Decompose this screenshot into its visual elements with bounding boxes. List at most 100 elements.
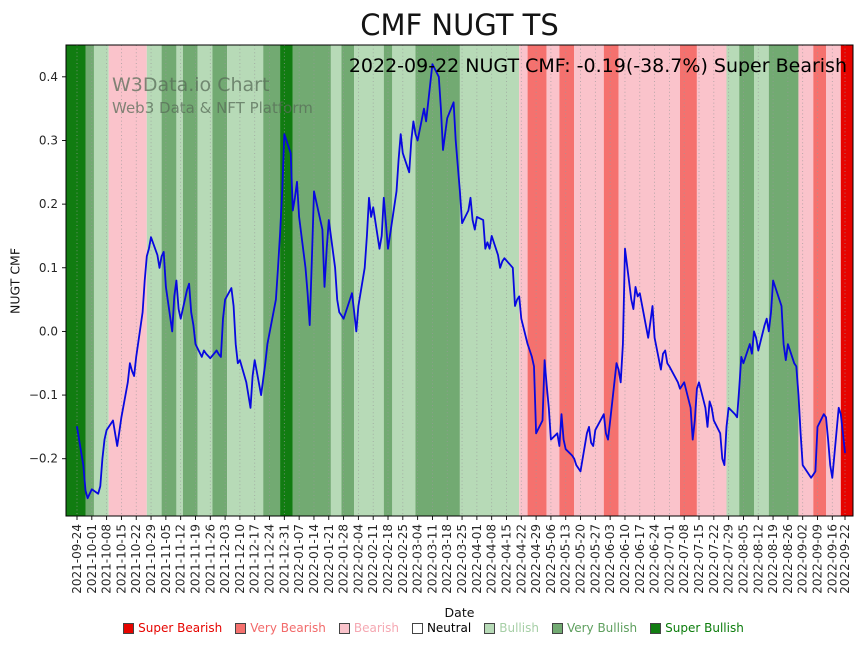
x-tick-label: 2021-11-05 [159, 524, 173, 594]
x-tick-label: 2022-09-09 [810, 524, 824, 594]
watermark-line1: W3Data.io Chart [112, 74, 270, 96]
cmf-line [76, 63, 846, 500]
x-tick-label: 2022-02-25 [396, 524, 410, 594]
x-tick-label: 2021-12-31 [277, 524, 291, 594]
x-tick-label: 2022-06-24 [648, 524, 662, 594]
sentiment-band-bullish [392, 45, 416, 516]
y-axis-label: NUGT CMF [7, 247, 23, 315]
x-tick-label: 2022-04-29 [529, 524, 543, 594]
sentiment-band-bullish [459, 45, 520, 516]
x-tick-label: 2021-11-19 [188, 524, 202, 594]
legend-item-bearish: Bearish [338, 621, 399, 635]
x-tick-label: 2022-05-20 [574, 524, 588, 594]
x-tick-label: 2022-01-07 [292, 524, 306, 594]
y-tick-label: 0.2 [39, 197, 58, 211]
x-tick-label: 2021-09-24 [70, 524, 84, 594]
x-tick-label: 2021-10-08 [100, 524, 114, 594]
sentiment-band-very_bearish [527, 45, 547, 516]
x-tick-label: 2021-10-29 [144, 524, 158, 594]
legend-label-bearish: Bearish [353, 621, 399, 635]
x-tick-label: 2021-10-22 [129, 524, 143, 594]
sentiment-legend: Super Bearish Very Bearish Bearish Neutral B… [0, 621, 867, 635]
x-tick-label: 2022-09-22 [838, 524, 852, 594]
x-tick-label: 2022-06-17 [633, 524, 647, 594]
legend-label-bullish: Bullish [499, 621, 539, 635]
x-tick-label: 2022-08-12 [751, 524, 765, 594]
x-tick-label: 2022-08-26 [781, 524, 795, 594]
legend-label-super_bullish: Super Bullish [665, 621, 744, 635]
x-tick-label: 2022-08-05 [736, 524, 750, 594]
x-tick-label: 2021-11-12 [174, 524, 188, 594]
legend-label-very_bullish: Very Bullish [566, 621, 638, 635]
sentiment-band-very_bullish [415, 45, 460, 516]
x-tick-label: 2021-10-15 [114, 524, 128, 594]
legend-label-super_bearish: Super Bearish [138, 621, 223, 635]
x-tick-label: 2022-03-11 [425, 524, 439, 594]
x-tick-label: 2022-08-19 [766, 524, 780, 594]
sentiment-band-very_bullish [341, 45, 355, 516]
sentiment-band-bullish [754, 45, 769, 516]
x-tick-label: 2021-12-03 [218, 524, 232, 594]
sentiment-band-bullish [146, 45, 162, 516]
sentiment-band-bullish [726, 45, 740, 516]
sentiment-band-bullish [176, 45, 183, 516]
legend-label-very_bearish: Very Bearish [250, 621, 326, 635]
x-axis-label: Date [444, 605, 475, 620]
sentiment-band-very_bearish [559, 45, 575, 516]
sentiment-band-bearish [546, 45, 560, 516]
sentiment-band-bearish [826, 45, 841, 516]
legend-swatch-bullish [484, 622, 496, 634]
x-tick-label: 2022-03-04 [411, 524, 425, 594]
x-tick-label: 2022-06-10 [618, 524, 632, 594]
legend-swatch-bearish [338, 622, 350, 634]
sentiment-band-bearish [798, 45, 814, 516]
chart-title: CMF NUGT TS [360, 8, 559, 42]
x-tick-label: 2022-03-25 [455, 524, 469, 594]
x-tick-label: 2021-12-10 [233, 524, 247, 594]
sentiment-band-very_bullish [739, 45, 754, 516]
sentiment-band-bearish [618, 45, 680, 516]
x-tick-label: 2022-05-06 [544, 524, 558, 594]
sentiment-band-very_bullish [161, 45, 177, 516]
legend-item-very_bearish: Very Bearish [235, 621, 326, 635]
sentiment-band-very_bullish [383, 45, 393, 516]
x-tick-label: 2022-07-29 [722, 524, 736, 594]
sentiment-band-super_bullish [66, 45, 86, 516]
sentiment-band-bullish [354, 45, 384, 516]
sentiment-band-very_bullish [263, 45, 281, 516]
legend-item-super_bullish: Super Bullish [650, 621, 744, 635]
y-tick-label: 0.3 [39, 133, 58, 147]
x-tick-label: 2021-10-01 [85, 524, 99, 594]
sentiment-band-bearish [696, 45, 727, 516]
watermark: W3Data.io Chart Web3 Data & NFT Platform [112, 74, 313, 117]
x-tick-label: 2022-09-02 [796, 524, 810, 594]
x-tick-label: 2022-04-15 [499, 524, 513, 594]
x-tick-label: 2022-01-14 [307, 524, 321, 594]
x-tick-label: 2022-02-18 [381, 524, 395, 594]
x-tick-label: 2022-01-28 [337, 524, 351, 594]
x-tick-label: 2022-07-22 [707, 524, 721, 594]
legend-item-bullish: Bullish [484, 621, 539, 635]
x-tick-label: 2022-07-08 [677, 524, 691, 594]
legend-swatch-very_bullish [551, 622, 563, 634]
x-tick-label: 2022-02-11 [366, 524, 380, 594]
y-tick-label: −0.2 [29, 452, 58, 466]
latest-value-annotation: 2022-09-22 NUGT CMF: -0.19(-38.7%) Super… [348, 55, 847, 77]
x-tick-label: 2022-05-27 [588, 524, 602, 594]
legend-swatch-super_bullish [650, 622, 662, 634]
x-tick-label: 2022-03-18 [440, 524, 454, 594]
legend-item-super_bearish: Super Bearish [123, 621, 222, 635]
x-tick-label: 2022-02-04 [351, 524, 365, 594]
sentiment-band-very_bearish [813, 45, 826, 516]
x-tick-label: 2022-04-01 [470, 524, 484, 594]
sentiment-band-bearish [519, 45, 528, 516]
y-tick-label: 0.0 [39, 324, 58, 338]
sentiment-band-super_bearish [840, 45, 853, 516]
x-tick-label: 2022-07-15 [692, 524, 706, 594]
x-tick-label: 2022-05-13 [559, 524, 573, 594]
sentiment-band-very_bearish [603, 45, 619, 516]
sentiment-band-bullish [93, 45, 109, 516]
sentiment-band-very_bearish [680, 45, 697, 516]
sentiment-band-bearish [574, 45, 604, 516]
